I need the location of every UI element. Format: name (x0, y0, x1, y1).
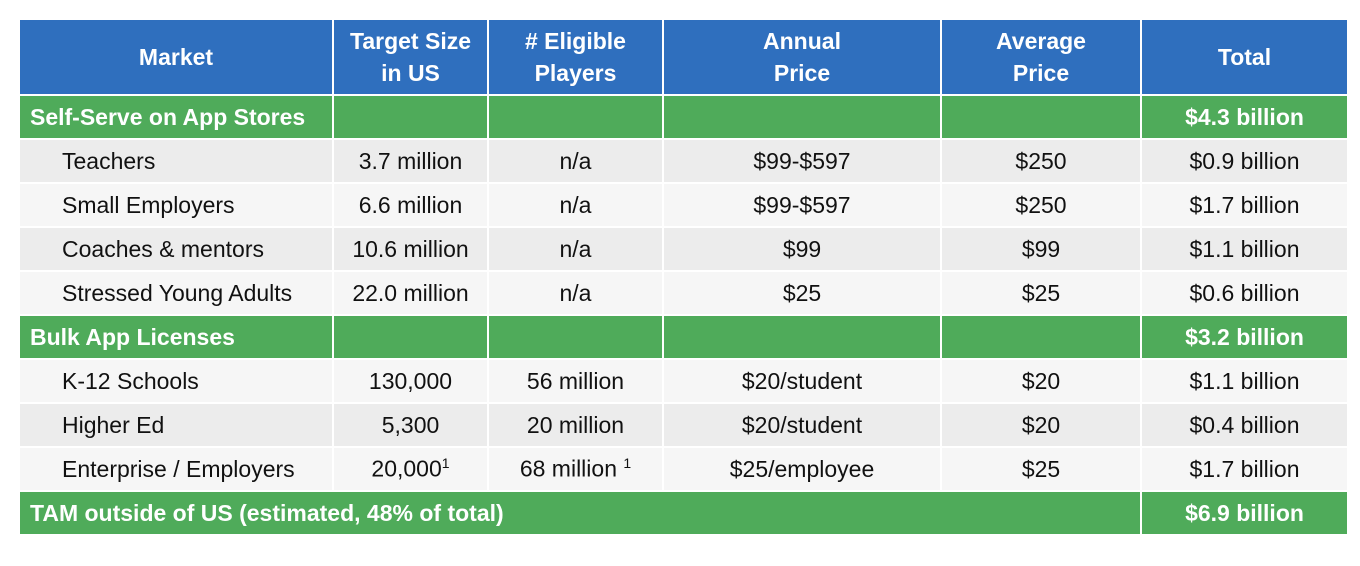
header-cell: Average Price (940, 18, 1142, 96)
cell: $25 (940, 446, 1142, 492)
cell: Stressed Young Adults (18, 270, 334, 316)
cell: $25 (940, 270, 1142, 316)
table-row: Enterprise / Employers 20,0001 68 million … (18, 446, 1349, 492)
cell: Teachers (18, 138, 334, 184)
cell: Higher Ed (18, 402, 334, 448)
cell: $20/student (662, 358, 942, 404)
empty-cell (662, 314, 942, 360)
section-total: $4.3 billion (1140, 94, 1349, 140)
cell: $250 (940, 182, 1142, 228)
cell: 130,000 (332, 358, 489, 404)
empty-cell (332, 314, 489, 360)
table-row: Higher Ed 5,300 20 million $20/student $20 $0… (18, 402, 1349, 448)
cell: $250 (940, 138, 1142, 184)
table-row: Bulk App Licenses $3.2 billion (18, 314, 1349, 360)
header-text: Total (1217, 44, 1272, 70)
cell: 6.6 million (332, 182, 489, 228)
cell: $1.1 billion (1140, 226, 1349, 272)
header-text: Target Size (350, 28, 471, 54)
cell: 5,300 (332, 402, 489, 448)
table-row: Self-Serve on App Stores $4.3 billion (18, 94, 1349, 140)
header-cell: # Eligible Players (487, 18, 664, 96)
cell: n/a (487, 182, 664, 228)
cell: $20/student (662, 402, 942, 448)
cell: $25 (662, 270, 942, 316)
header-text: Average (996, 28, 1086, 54)
header-cell: Market (18, 18, 334, 96)
cell: $25/employee (662, 446, 942, 492)
cell: $0.9 billion (1140, 138, 1349, 184)
cell: $1.7 billion (1140, 182, 1349, 228)
cell: $99 (662, 226, 942, 272)
cell: Small Employers (18, 182, 334, 228)
cell-text: 68 million (519, 455, 624, 482)
cell: $1.7 billion (1140, 446, 1349, 492)
header-text: Players (534, 60, 617, 86)
header-cell: Annual Price (662, 18, 942, 96)
section-title: Bulk App Licenses (18, 314, 334, 360)
empty-cell (487, 314, 664, 360)
table-row: Coaches & mentors 10.6 million n/a $99 $99 $1… (18, 226, 1349, 272)
header-row: Market Target Size in US # Eligible Players A… (18, 18, 1349, 96)
cell: 20 million (487, 402, 664, 448)
cell: $99 (940, 226, 1142, 272)
section-total: $3.2 billion (1140, 314, 1349, 360)
cell: Coaches & mentors (18, 226, 334, 272)
empty-cell (332, 94, 489, 140)
cell-text: 20,000 (371, 455, 442, 482)
table-row: TAM outside of US (estimated, 48% of tot… (18, 490, 1349, 536)
table-row: Teachers 3.7 million n/a $99-$597 $250 $0.9 b… (18, 138, 1349, 184)
cell: $20 (940, 402, 1142, 448)
header-text: Price (773, 60, 831, 86)
header-text: Annual (763, 28, 841, 54)
cell: 20,0001 (332, 446, 489, 492)
header-text: in US (381, 60, 440, 86)
table-body: Self-Serve on App Stores $4.3 billion Teac… (18, 94, 1349, 536)
cell: $20 (940, 358, 1142, 404)
table-row: K-12 Schools 130,000 56 million $20/student… (18, 358, 1349, 404)
empty-cell (487, 94, 664, 140)
cell: 10.6 million (332, 226, 489, 272)
cell: Enterprise / Employers (18, 446, 334, 492)
section-title: Self-Serve on App Stores (18, 94, 334, 140)
cell: K-12 Schools (18, 358, 334, 404)
table-row: Stressed Young Adults 22.0 million n/a $25 $… (18, 270, 1349, 316)
header-cell: Target Size in US (332, 18, 489, 96)
cell: $0.4 billion (1140, 402, 1349, 448)
cell: 68 million 1 (487, 446, 664, 492)
summary-total: $6.9 billion (1140, 490, 1349, 536)
header-cell: Total (1140, 18, 1349, 96)
header-text: Market (138, 44, 214, 70)
empty-cell (662, 94, 942, 140)
footnote-mark: 1 (441, 455, 450, 472)
empty-cell (940, 94, 1142, 140)
market-table: Market Target Size in US # Eligible Players A… (18, 18, 1349, 536)
cell: n/a (487, 138, 664, 184)
cell: 3.7 million (332, 138, 489, 184)
cell: $1.1 billion (1140, 358, 1349, 404)
header-text: # Eligible (525, 28, 626, 54)
header-text: Price (1012, 60, 1070, 86)
cell: 56 million (487, 358, 664, 404)
cell: n/a (487, 226, 664, 272)
footnote-mark: 1 (623, 455, 632, 472)
empty-cell (940, 314, 1142, 360)
cell: $99-$597 (662, 182, 942, 228)
cell: $0.6 billion (1140, 270, 1349, 316)
summary-title: TAM outside of US (estimated, 48% of tot… (18, 490, 1142, 536)
table-row: Small Employers 6.6 million n/a $99-$597 $25… (18, 182, 1349, 228)
cell: 22.0 million (332, 270, 489, 316)
cell: n/a (487, 270, 664, 316)
cell: $99-$597 (662, 138, 942, 184)
